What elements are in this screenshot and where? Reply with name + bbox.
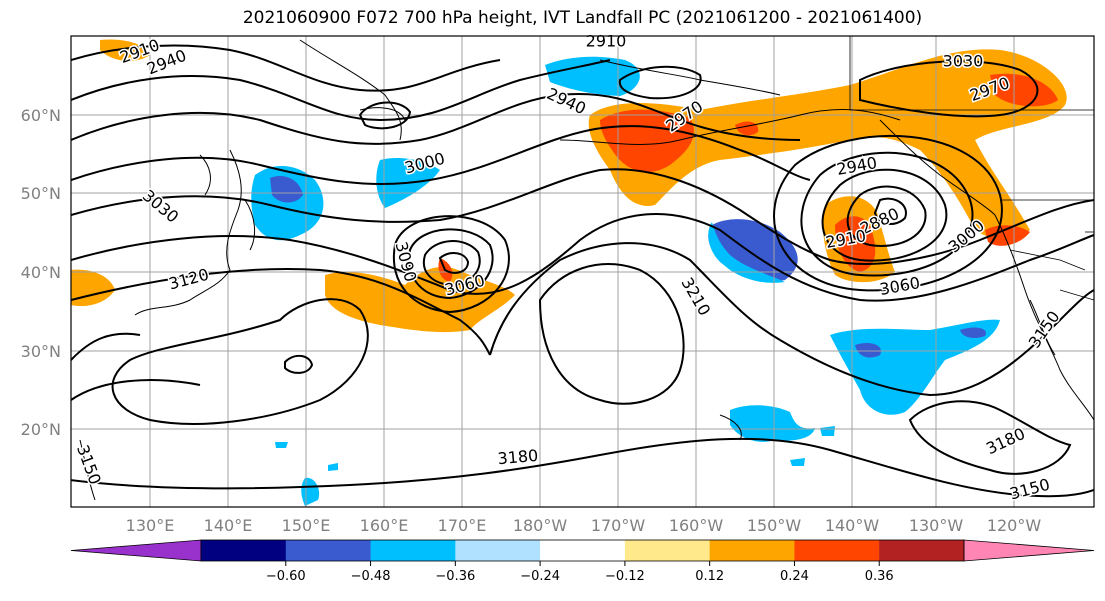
colorbar-box — [370, 540, 456, 561]
colorbar-box — [879, 540, 965, 561]
lat-label: 40°N — [21, 263, 61, 282]
map-title: 2021060900 F072 700 hPa height, IVT Land… — [242, 8, 923, 28]
contour-label: 2910 — [586, 32, 627, 51]
colorbar-extend-high — [963, 539, 1095, 562]
colorbar-box — [455, 540, 541, 561]
colorbar: −0.60 −0.48 −0.36 −0.24 −0.12 0.12 0.24 0.36 — [70, 539, 1095, 584]
lon-label: 130°E — [126, 516, 175, 535]
lon-label: 170°W — [591, 516, 646, 535]
political-borders — [849, 36, 1094, 301]
lat-label: 50°N — [21, 184, 61, 203]
contour-label: 3180 — [497, 446, 539, 468]
height-contours — [71, 44, 1094, 498]
colorbar-tick-label: −0.24 — [520, 569, 560, 584]
lon-label: 130°W — [909, 516, 964, 535]
colorbar-box — [201, 540, 287, 561]
colorbar-tick-label: −0.48 — [351, 569, 391, 584]
lon-label: 120°W — [987, 516, 1042, 535]
lon-label: 150°E — [282, 516, 331, 535]
lat-label: 30°N — [21, 342, 61, 361]
colorbar-box — [709, 540, 795, 561]
colorbar-box — [624, 540, 711, 561]
ivt-positive-shading — [71, 39, 1067, 333]
colorbar-tick-label: −0.60 — [266, 569, 306, 584]
lat-label: 60°N — [21, 106, 61, 125]
colorbar-box — [285, 540, 372, 561]
longitude-labels: 130°E 140°E 150°E 160°E 170°E 180°W 170°… — [126, 516, 1042, 535]
colorbar-tick-label: 0.12 — [695, 569, 724, 584]
lon-label: 180°W — [513, 516, 568, 535]
colorbar-box — [540, 540, 626, 561]
colorbar-tick-label: 0.36 — [865, 569, 894, 584]
lon-label: 170°E — [438, 516, 487, 535]
colorbar-box — [794, 540, 880, 561]
colorbar-extend-low — [70, 539, 202, 562]
lon-label: 160°W — [669, 516, 724, 535]
lon-label: 160°E — [360, 516, 409, 535]
contour-label: 3030 — [943, 52, 984, 71]
lon-label: 140°E — [204, 516, 253, 535]
colorbar-tick-label: −0.12 — [605, 569, 645, 584]
colorbar-tick-label: −0.36 — [435, 569, 475, 584]
map-frame — [70, 35, 1095, 508]
lon-label: 140°W — [825, 516, 880, 535]
latitude-labels: 60°N 50°N 40°N 30°N 20°N — [21, 106, 61, 439]
lat-label: 20°N — [21, 420, 61, 439]
lon-label: 150°W — [747, 516, 802, 535]
colorbar-tick-label: 0.24 — [780, 569, 809, 584]
colorbar-outline — [200, 539, 965, 562]
